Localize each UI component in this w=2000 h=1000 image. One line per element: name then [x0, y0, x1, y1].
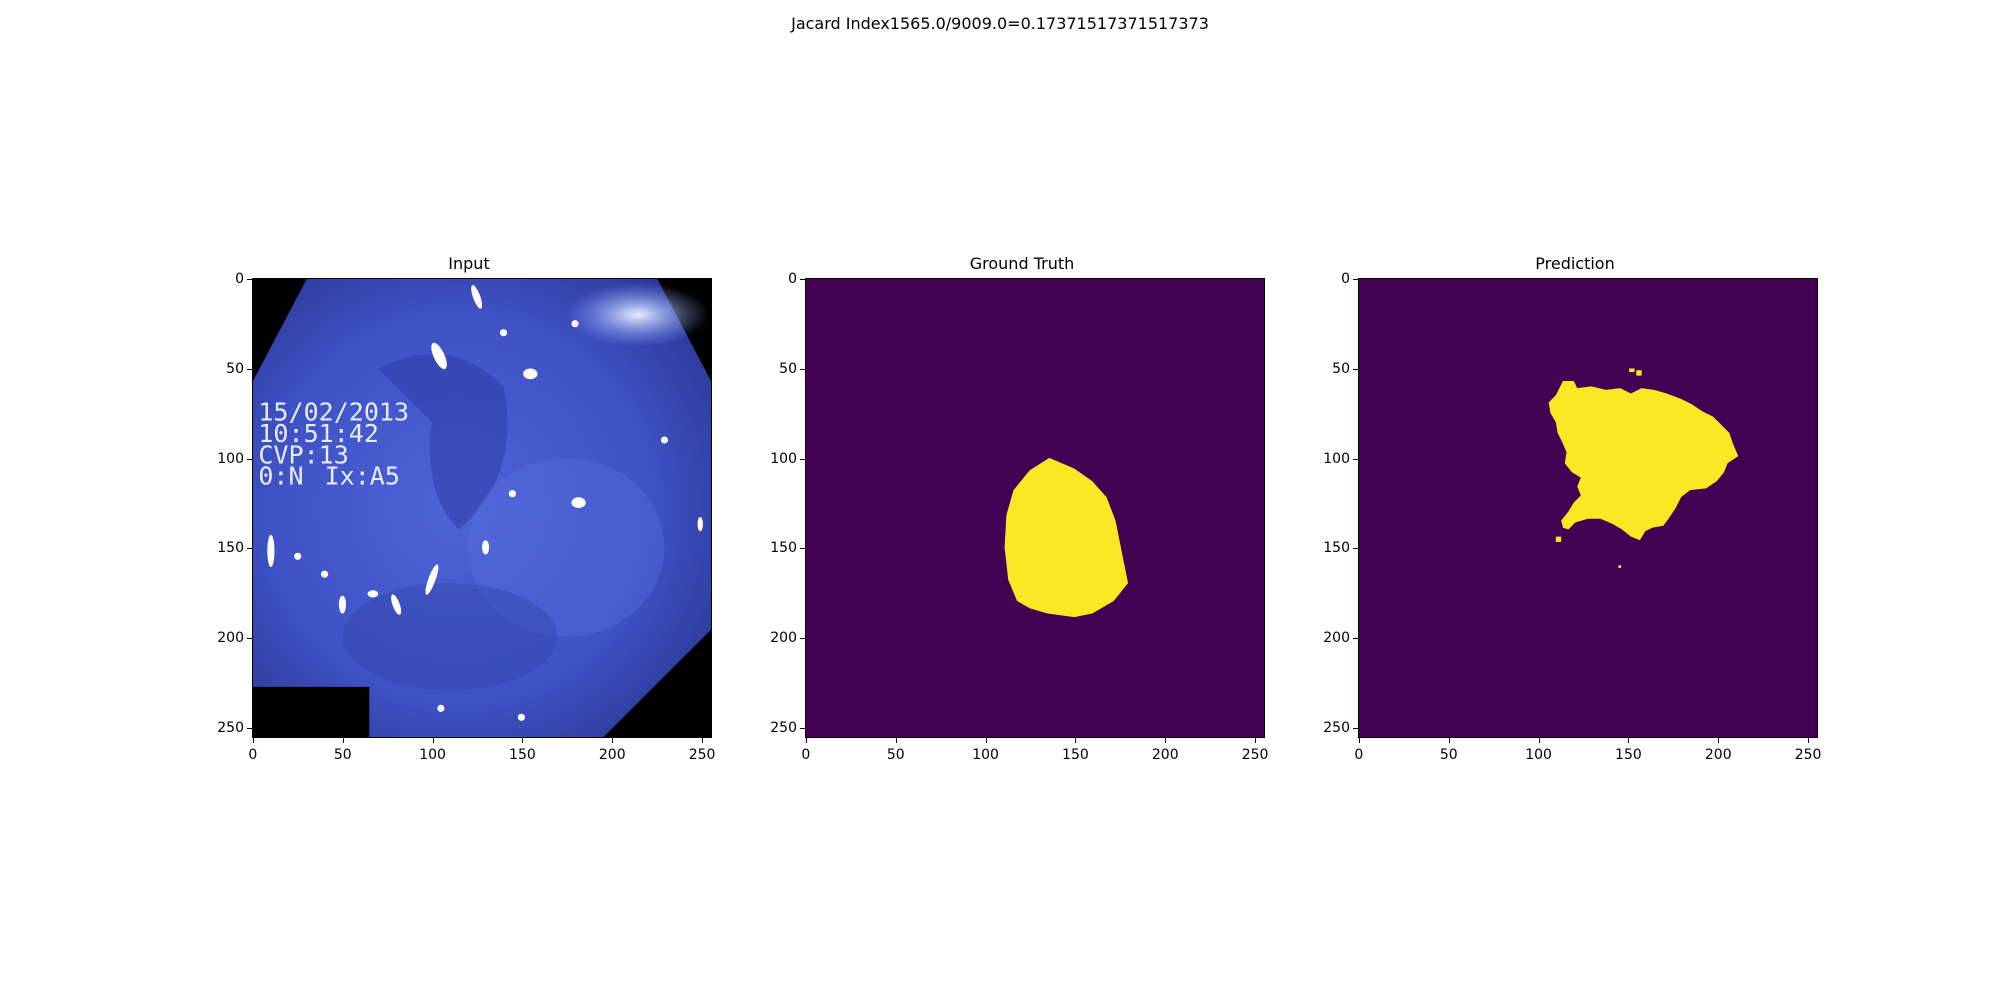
x-tick-mark	[432, 738, 434, 743]
osd-cvp: CVP:13	[258, 440, 348, 469]
y-tick-label: 100	[770, 450, 797, 467]
y-tick-label: 200	[217, 630, 244, 647]
x-tick-mark	[1448, 738, 1450, 743]
x-tick-mark	[342, 738, 344, 743]
input-image: 15/02/2013 10:51:42 CVP:13 0:N Ix:A5	[252, 278, 712, 738]
y-tick-mark	[1353, 638, 1358, 640]
y-tick-label: 250	[1323, 720, 1350, 737]
y-tick-mark	[247, 368, 252, 370]
ground-truth-image	[805, 278, 1265, 738]
x-tick-mark	[895, 738, 897, 743]
x-tick-mark	[522, 738, 524, 743]
y-tick-label: 0	[1341, 270, 1350, 287]
x-tick-label: 250	[1241, 747, 1269, 763]
osd-line4a: 0:N	[258, 462, 303, 491]
x-tick-label: 100	[972, 747, 999, 763]
y-tick-label: 200	[770, 630, 797, 647]
x-tick-label: 100	[1525, 747, 1552, 763]
y-tick-mark	[800, 728, 805, 730]
x-tick-label: 100	[419, 747, 446, 763]
x-tick-mark	[1538, 738, 1540, 743]
y-tick-mark	[247, 458, 252, 460]
y-tick-mark	[1353, 278, 1358, 280]
x-tick-label: 250	[688, 747, 716, 763]
prediction-image	[1358, 278, 1818, 738]
x-tick-mark	[252, 738, 254, 743]
x-tick-mark	[1075, 738, 1077, 743]
y-tick-mark	[247, 638, 252, 640]
x-tick-label: 0	[801, 747, 811, 763]
y-tick-label: 100	[217, 450, 244, 467]
ground-truth-panel-title: Ground Truth	[969, 254, 1075, 273]
x-tick-label: 200	[1704, 747, 1732, 763]
x-tick-mark	[1718, 738, 1720, 743]
y-tick-mark	[1353, 548, 1358, 550]
x-tick-label: 0	[1354, 747, 1364, 763]
y-tick-mark	[247, 728, 252, 730]
y-tick-label: 0	[788, 270, 797, 287]
x-tick-label: 50	[333, 747, 352, 763]
x-tick-mark	[1255, 738, 1257, 743]
x-tick-label: 0	[248, 747, 258, 763]
y-tick-label: 0	[235, 270, 244, 287]
x-tick-label: 200	[598, 747, 626, 763]
osd-line4b: Ix:A5	[325, 462, 400, 491]
y-tick-mark	[800, 278, 805, 280]
x-tick-mark	[805, 738, 807, 743]
x-tick-label: 50	[1439, 747, 1458, 763]
y-tick-mark	[800, 638, 805, 640]
x-tick-label: 250	[1794, 747, 1822, 763]
y-tick-label: 100	[1323, 450, 1350, 467]
x-tick-label: 150	[1062, 747, 1089, 763]
x-tick-mark	[702, 738, 704, 743]
ground-truth-panel: Ground Truth 0 50 100 150 200 250 0 50 100 150 200…	[742, 254, 1302, 794]
prediction-panel-title: Prediction	[1535, 254, 1615, 273]
y-tick-label: 150	[217, 540, 244, 557]
x-tick-mark	[1628, 738, 1630, 743]
ground-truth-region	[1004, 457, 1129, 618]
osd-date: 15/02/2013	[258, 397, 409, 426]
y-tick-mark	[1353, 458, 1358, 460]
x-tick-mark	[1808, 738, 1810, 743]
osd-time: 10:51:42	[258, 419, 379, 448]
y-tick-label: 50	[779, 360, 797, 377]
y-tick-mark	[800, 458, 805, 460]
y-tick-label: 150	[770, 540, 797, 557]
y-tick-mark	[247, 548, 252, 550]
y-tick-label: 150	[1323, 540, 1350, 557]
x-tick-label: 200	[1151, 747, 1179, 763]
prediction-panel: Prediction 0 50 100 150 200 250 0 50 100 150 200 25…	[1295, 254, 1855, 794]
input-panel-title: Input	[448, 254, 490, 273]
x-tick-label: 150	[1615, 747, 1642, 763]
x-tick-mark	[985, 738, 987, 743]
y-tick-label: 50	[226, 360, 244, 377]
y-tick-mark	[1353, 728, 1358, 730]
y-tick-mark	[800, 548, 805, 550]
y-tick-label: 250	[217, 720, 244, 737]
y-tick-label: 250	[770, 720, 797, 737]
y-tick-label: 200	[1323, 630, 1350, 647]
x-tick-label: 150	[509, 747, 536, 763]
x-tick-mark	[1358, 738, 1360, 743]
x-tick-mark	[1165, 738, 1167, 743]
y-tick-mark	[247, 278, 252, 280]
prediction-region	[1548, 380, 1739, 541]
x-tick-label: 50	[886, 747, 905, 763]
figure-title: Jacard Index1565.0/9009.0=0.173715173715…	[791, 14, 1209, 33]
y-tick-mark	[800, 368, 805, 370]
input-panel: Input	[189, 254, 749, 794]
y-tick-label: 50	[1332, 360, 1350, 377]
x-tick-mark	[612, 738, 614, 743]
y-tick-mark	[1353, 368, 1358, 370]
